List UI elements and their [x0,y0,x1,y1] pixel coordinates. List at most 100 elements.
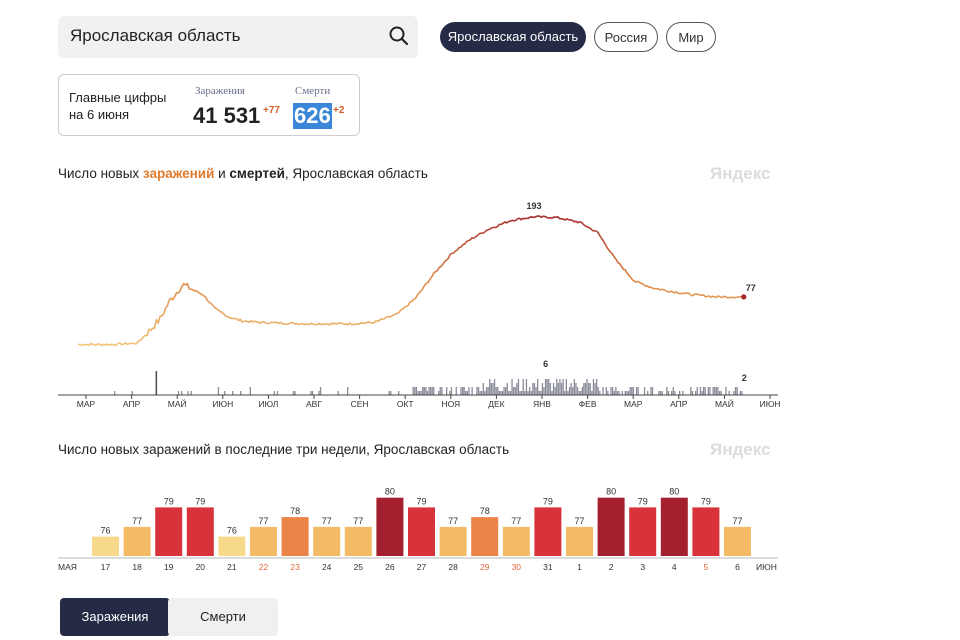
deaths-bar [715,387,717,395]
deaths-bar [589,383,591,395]
deaths-bar [613,391,615,395]
day-bar-value: 79 [638,496,648,506]
deaths-bar [177,391,180,395]
deaths-bar [712,387,714,395]
day-bar[interactable] [692,507,720,556]
day-bar[interactable] [313,526,341,556]
deaths-bar [739,391,741,395]
deaths-bar [699,387,702,395]
deaths-bar [492,383,494,395]
deaths-bar [584,383,587,395]
deaths-bar [417,391,419,395]
day-bar-value: 77 [353,516,363,526]
deaths-bar [114,391,116,395]
deaths-bar [661,391,663,395]
deaths-bar [487,387,489,395]
deaths-button[interactable]: Смерти [168,598,278,636]
deaths-bar [701,391,703,395]
day-bar[interactable] [281,517,309,556]
day-bar[interactable] [439,526,467,556]
search-icon[interactable] [388,25,410,47]
search-box[interactable]: Ярославская область [58,16,418,58]
deaths-bar [560,383,563,395]
deaths-bar [240,391,242,395]
day-label: 4 [672,562,677,572]
deaths-bar [564,391,566,395]
deaths-bar [651,387,654,395]
deaths-bar [232,391,234,395]
day-bar[interactable] [471,517,499,556]
deaths-peak-label: 6 [543,359,548,369]
deaths-bar [433,387,435,395]
deaths-bar [529,387,531,395]
infections-caption: Заражения [195,85,245,97]
deaths-bar [575,383,577,395]
day-bar[interactable] [534,507,562,556]
day-bar-value: 79 [701,496,711,506]
deaths-bar [568,387,571,395]
day-bar[interactable] [186,507,214,556]
deaths-bar [430,387,432,395]
month-start-label: МАЯ [58,562,77,572]
day-bar[interactable] [724,526,751,556]
deaths-bar [415,387,417,395]
deaths-bar [294,391,296,395]
deaths-bar [506,383,508,395]
day-bar-value: 79 [416,496,426,506]
deaths-bar [658,391,660,395]
day-bar-value: 78 [290,506,300,516]
day-bar[interactable] [597,497,625,556]
day-label: 25 [354,562,364,572]
deaths-bar [505,387,507,395]
day-bar[interactable] [376,497,404,556]
day-bar-value: 78 [480,506,490,516]
deaths-bar [530,391,532,395]
search-input[interactable]: Ярославская область [70,26,241,45]
deaths-bar [390,391,392,395]
day-bar[interactable] [155,507,183,556]
infections-button[interactable]: Заражения [60,598,170,636]
deaths-bar [647,391,649,395]
day-bar[interactable] [344,526,372,556]
deaths-bar [565,379,567,395]
day-bar[interactable] [408,507,435,556]
deaths-bar [594,383,596,395]
day-bar-value: 79 [543,496,553,506]
day-bar[interactable] [123,526,151,556]
deaths-bar [586,379,588,395]
day-bar[interactable] [250,526,277,556]
deaths-bar [420,391,422,395]
deaths-bar [573,379,575,395]
day-bar[interactable] [566,526,593,556]
deaths-bar [690,387,692,395]
deaths-bar [659,391,662,395]
deaths-bar [319,387,322,395]
deaths-bar [616,391,619,395]
deaths-bar [556,379,558,395]
day-bar[interactable] [660,497,688,556]
chart1-title-part3: , Ярославская область [284,166,428,181]
deaths-bar [479,391,481,395]
day-bar[interactable] [629,507,657,556]
deaths-bar [562,379,564,395]
deaths-bar [438,391,440,395]
infections-deaths-chart: 193 77 6 2 МАР АПР МАЙ ИЮН ИЮЛ АВГ СЕН ОКТ НОЯ ДЕК Я… [58,201,780,409]
tab-yaroslavl-region[interactable]: Ярославская область [440,22,586,52]
deaths-bar [734,387,737,395]
deaths-bar [602,387,604,395]
day-bar[interactable] [218,536,246,556]
tab-world[interactable]: Мир [666,22,716,52]
deaths-bar [217,387,220,395]
deaths-bar [725,387,727,395]
infections-value: 41 531 [193,103,261,128]
deaths-bar [514,387,516,395]
stats-label-line1: Главные цифры [69,90,167,105]
deaths-bar [347,387,349,395]
day-label: 31 [543,562,553,572]
deaths-bar [557,383,559,395]
tab-russia[interactable]: Россия [594,22,658,52]
day-bar[interactable] [92,536,119,556]
deaths-bar [632,387,634,395]
deaths-bar [537,379,539,395]
day-bar[interactable] [502,526,530,556]
